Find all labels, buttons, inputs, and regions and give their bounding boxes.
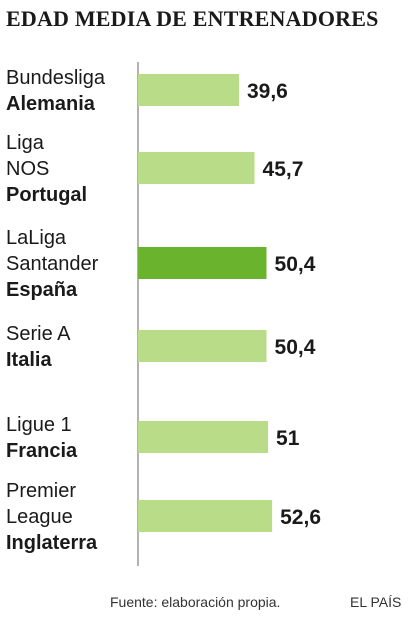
value-label: 45,7 bbox=[263, 158, 304, 181]
chart-title: EDAD MEDIA DE ENTRENADORES bbox=[6, 6, 379, 31]
league-label: Ligue 1 bbox=[6, 414, 72, 436]
league-label: NOS bbox=[6, 158, 49, 180]
bar-francia bbox=[138, 421, 269, 453]
league-label: Serie A bbox=[6, 323, 71, 345]
league-label: Bundesliga bbox=[6, 67, 106, 89]
value-label: 51 bbox=[276, 427, 300, 450]
league-label: Premier bbox=[6, 480, 76, 502]
country-label: Portugal bbox=[6, 184, 87, 206]
league-label: League bbox=[6, 506, 73, 528]
bar-alemania bbox=[138, 74, 239, 106]
country-label: Francia bbox=[6, 440, 78, 462]
bar-inglaterra bbox=[138, 500, 273, 532]
value-label: 50,4 bbox=[275, 253, 316, 276]
country-label: Italia bbox=[6, 349, 52, 371]
bar-españa bbox=[138, 247, 267, 279]
league-label: Liga bbox=[6, 132, 45, 154]
league-label: Santander bbox=[6, 253, 99, 275]
country-label: Alemania bbox=[6, 93, 96, 115]
value-label: 39,6 bbox=[247, 80, 288, 103]
source-note: Fuente: elaboración propia. bbox=[110, 594, 281, 610]
bar-italia bbox=[138, 330, 267, 362]
league-label: LaLiga bbox=[6, 227, 67, 249]
value-label: 52,6 bbox=[280, 506, 321, 529]
country-label: Inglaterra bbox=[6, 532, 98, 554]
bar-portugal bbox=[138, 152, 255, 184]
publisher-brand: EL PAÍS bbox=[350, 594, 402, 610]
value-label: 50,4 bbox=[275, 336, 316, 359]
country-label: España bbox=[6, 279, 78, 301]
